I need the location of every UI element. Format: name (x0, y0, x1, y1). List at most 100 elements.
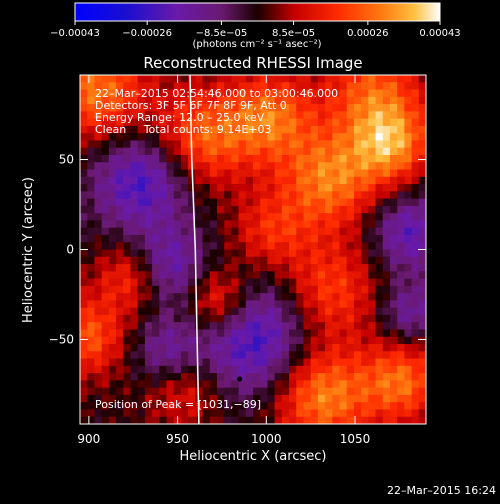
heatmap-cell (173, 118, 182, 127)
heatmap-cell (325, 409, 333, 418)
heatmap-cell (346, 205, 355, 214)
heatmap-cell (368, 104, 377, 112)
heatmap-cell (173, 242, 182, 251)
heatmap-cell (382, 82, 391, 91)
heatmap-cell (195, 75, 204, 83)
heatmap-cell (289, 285, 297, 294)
heatmap-cell (224, 82, 232, 91)
heatmap-cell (245, 329, 254, 338)
heatmap-cell (296, 402, 305, 411)
heatmap-cell (346, 234, 355, 243)
heatmap-cell (353, 314, 362, 323)
heatmap-cell (274, 227, 283, 236)
heatmap-cell (325, 111, 333, 120)
heatmap-cell (173, 329, 182, 338)
heatmap-cell (346, 169, 355, 178)
heatmap-cell (310, 213, 319, 222)
heatmap-cell (116, 162, 124, 171)
heatmap-cell (94, 147, 103, 156)
heatmap-cell (325, 75, 333, 83)
heatmap-cell (389, 416, 398, 424)
heatmap-cell (353, 133, 362, 142)
heatmap-cell (411, 256, 420, 265)
heatmap-cell (389, 329, 398, 338)
heatmap-cell (253, 264, 261, 272)
heatmap-cell (238, 409, 247, 418)
heatmap-cell (332, 133, 341, 142)
heatmap-cell (101, 125, 110, 134)
heatmap-cell (303, 242, 312, 251)
heatmap-cell (108, 336, 117, 345)
heatmap-cell (238, 300, 247, 309)
heatmap-cell (289, 256, 297, 265)
heatmap-cell (173, 256, 182, 265)
heatmap-cell (260, 147, 269, 156)
heatmap-cell (202, 198, 211, 207)
heatmap-cell (253, 409, 261, 418)
heatmap-cell (274, 344, 283, 352)
heatmap-cell (346, 344, 355, 352)
heatmap-cell (173, 373, 182, 381)
heatmap-cell (231, 278, 240, 287)
heatmap-cell (382, 191, 391, 200)
heatmap-cell (281, 394, 290, 403)
heatmap-cell (231, 147, 240, 156)
heatmap-cell (411, 351, 420, 360)
heatmap-cell (404, 300, 413, 309)
heatmap-cell (267, 133, 276, 142)
heatmap-cell (389, 351, 398, 360)
heatmap-cell (339, 96, 348, 105)
heatmap-cell (253, 133, 261, 142)
heatmap-cell (404, 89, 413, 98)
heatmap-cell (80, 162, 88, 171)
heatmap-cell (375, 220, 384, 229)
heatmap-cell (389, 191, 398, 200)
heatmap-cell (339, 184, 348, 192)
heatmap-cell (173, 314, 182, 323)
heatmap-cell (317, 75, 326, 83)
heatmap-cell (375, 285, 384, 294)
heatmap-cell (274, 358, 283, 367)
heatmap-cell (253, 358, 261, 367)
heatmap-cell (94, 293, 103, 301)
heatmap-cell (418, 358, 426, 367)
heatmap-cell (94, 314, 103, 323)
heatmap-cell (253, 293, 261, 301)
heatmap-cell (289, 307, 297, 316)
heatmap-cell (94, 394, 103, 403)
heatmap-cell (296, 184, 305, 192)
heatmap-cell (123, 402, 132, 411)
heatmap-cell (389, 96, 398, 105)
heatmap-cell (253, 111, 261, 120)
heatmap-cell (101, 373, 110, 381)
heatmap-cell (289, 351, 297, 360)
heatmap-cell (202, 358, 211, 367)
heatmap-cell (94, 264, 103, 272)
heatmap-cell (130, 387, 139, 396)
heatmap-cell (411, 162, 420, 171)
heatmap-cell (274, 416, 283, 424)
heatmap-cell (216, 184, 225, 192)
heatmap-cell (209, 365, 218, 374)
heatmap-cell (353, 307, 362, 316)
heatmap-cell (180, 314, 189, 323)
heatmap-cell (274, 169, 283, 178)
heatmap-cell (166, 256, 175, 265)
heatmap-cell (368, 351, 377, 360)
heatmap-cell (418, 387, 426, 396)
heatmap-cell (289, 82, 297, 91)
heatmap-cell (389, 147, 398, 156)
heatmap-cell (404, 184, 413, 192)
heatmap-cell (209, 402, 218, 411)
heatmap-cell (80, 264, 88, 272)
heatmap-cell (216, 373, 225, 381)
heatmap-cell (195, 387, 204, 396)
heatmap-cell (180, 416, 189, 424)
heatmap-cell (368, 184, 377, 192)
heatmap-cell (260, 154, 269, 163)
heatmap-cell (238, 256, 247, 265)
heatmap-cell (260, 89, 269, 98)
heatmap-cell (159, 409, 168, 418)
heatmap-cell (411, 154, 420, 163)
heatmap-cell (325, 416, 333, 424)
